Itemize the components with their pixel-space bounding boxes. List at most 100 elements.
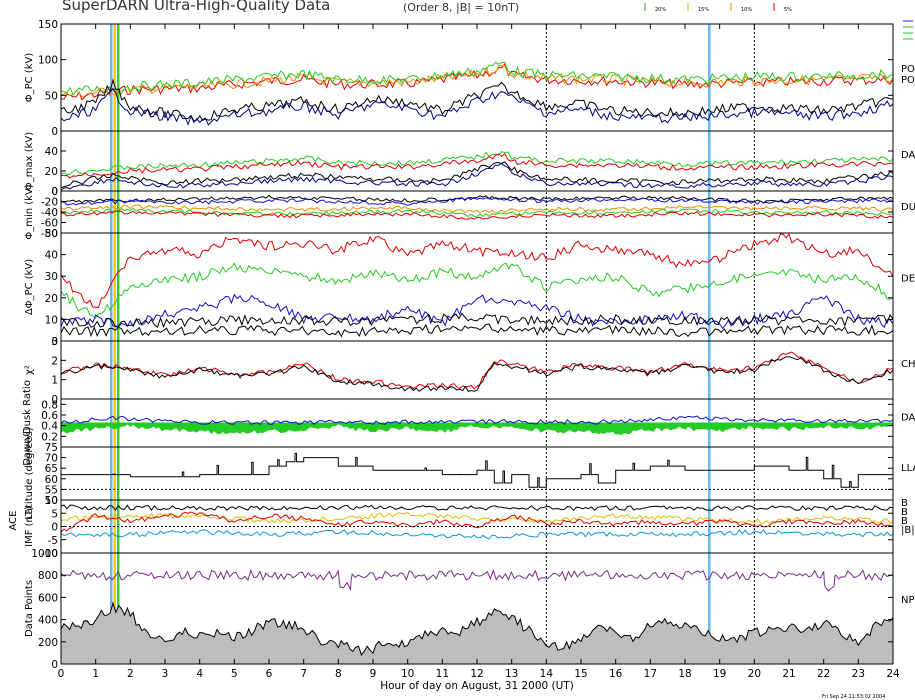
panel-phi-pc [60, 23, 894, 132]
legend-label: 10% [741, 7, 752, 13]
ytick-label: 0 [51, 659, 58, 671]
right-label: B [901, 516, 908, 527]
ytick-label: 0.6 [41, 410, 58, 422]
xtick-label: 19 [713, 668, 726, 680]
series-line [60, 293, 894, 329]
series-line [60, 511, 894, 525]
ytick-label: -20 [41, 197, 58, 209]
right-label: NP [901, 595, 915, 606]
ytick-label: -5 [48, 535, 58, 547]
ytick-label: 0 [51, 126, 58, 138]
xtick-label: 11 [436, 668, 449, 680]
ytick-label: 0 [51, 186, 58, 198]
ytick-label: 2 [51, 355, 58, 367]
right-label: CH [901, 359, 915, 370]
y-axis-label: χ² [24, 365, 35, 375]
xtick-label: 20 [748, 668, 761, 680]
series-line [60, 262, 894, 319]
right-label: DE [901, 274, 915, 285]
right-label: DA [901, 413, 915, 424]
panel-imf [60, 499, 894, 554]
ytick-label: 0 [51, 336, 58, 348]
ytick-label: 400 [38, 615, 58, 627]
y-axis-label-2: ACE [8, 511, 19, 531]
y-axis-label: Dawn/Dusk Ratio [22, 380, 33, 466]
xtick-label: 14 [540, 668, 554, 680]
series-line [60, 153, 894, 179]
x-axis-label: Hour of day on August, 31 2000 (UT) [380, 680, 574, 692]
panel-delta-phi [60, 232, 894, 342]
y-axis-label: IMF (nT) [24, 506, 35, 547]
ytick-label: 100 [38, 55, 58, 67]
series-line [60, 323, 894, 338]
series-line [60, 88, 894, 126]
xtick-label: 21 [782, 668, 795, 680]
right-label: B [901, 507, 908, 518]
series-line [61, 452, 893, 488]
ytick-label: 50 [45, 228, 58, 240]
series-area [60, 601, 894, 665]
ytick-label: 30 [45, 271, 58, 283]
series-line [60, 210, 894, 220]
legend-label: 20% [655, 7, 666, 13]
ytick-label: 5 [51, 508, 58, 520]
xtick-label: 12 [470, 668, 483, 680]
series-area [60, 422, 894, 436]
xtick-label: 22 [817, 668, 830, 680]
y-axis-label: Latitude (degrees) [24, 427, 35, 519]
right-label: LLA [901, 463, 915, 474]
right-label: |B| [901, 525, 915, 536]
legend-label: 5% [784, 7, 792, 13]
series-line [60, 356, 894, 392]
series-line [60, 204, 894, 214]
ytick-label: 55 [45, 484, 58, 496]
ytick-label: 65 [45, 463, 58, 475]
right-label: DU [901, 202, 915, 213]
series-line [60, 207, 893, 218]
xtick-label: 9 [370, 668, 377, 680]
ytick-label: 20 [45, 293, 58, 305]
y-axis-label: ΔΦ_PC (kV) [24, 259, 35, 315]
series-line [60, 528, 894, 540]
series-line [60, 568, 894, 592]
xtick-label: 7 [300, 668, 307, 680]
ytick-label: 1 [51, 375, 58, 387]
ytick-label: 50 [45, 495, 58, 507]
xtick-label: 2 [127, 668, 134, 680]
ytick-label: 75 [45, 442, 58, 454]
series-line [60, 415, 894, 426]
panel-phi-max [60, 130, 894, 192]
ytick-label: -60 [41, 218, 58, 230]
chart-subtitle: (Order 8, |B| = 10nT) [403, 1, 519, 14]
xtick-label: 1 [92, 668, 99, 680]
y-axis-label: Φ_PC (kV) [24, 53, 35, 103]
ytick-label: 0.2 [41, 431, 58, 443]
xtick-label: 13 [505, 668, 518, 680]
ytick-label: -40 [41, 207, 58, 219]
ytick-label: 0 [51, 522, 58, 534]
timestamp: Fri Sep 24 11:53:02 2004 [822, 694, 885, 700]
series-line [60, 194, 894, 204]
y-axis-label: Φ_min (kV) [24, 184, 35, 239]
xtick-label: 18 [678, 668, 691, 680]
ytick-label: 10 [45, 495, 58, 507]
panel-ratio [60, 398, 894, 448]
xtick-label: 15 [574, 668, 587, 680]
xtick-label: 16 [609, 668, 623, 680]
legend-label: 15% [698, 7, 709, 13]
ytick-label: 50 [45, 90, 58, 102]
xtick-label: 10 [401, 668, 414, 680]
ytick-label: 200 [38, 637, 58, 649]
ytick-label: 10 [45, 314, 58, 326]
ytick-label: 0.8 [41, 399, 58, 411]
panel-chi [60, 340, 894, 400]
xtick-label: 0 [58, 668, 65, 680]
xtick-label: 6 [266, 668, 273, 680]
xtick-label: 24 [886, 668, 900, 680]
chart-title: SuperDARN Ultra-High-Quality Data [62, 0, 330, 14]
ytick-label: -80 [41, 228, 58, 240]
series-line [60, 161, 894, 189]
ytick-label: 800 [38, 570, 58, 582]
